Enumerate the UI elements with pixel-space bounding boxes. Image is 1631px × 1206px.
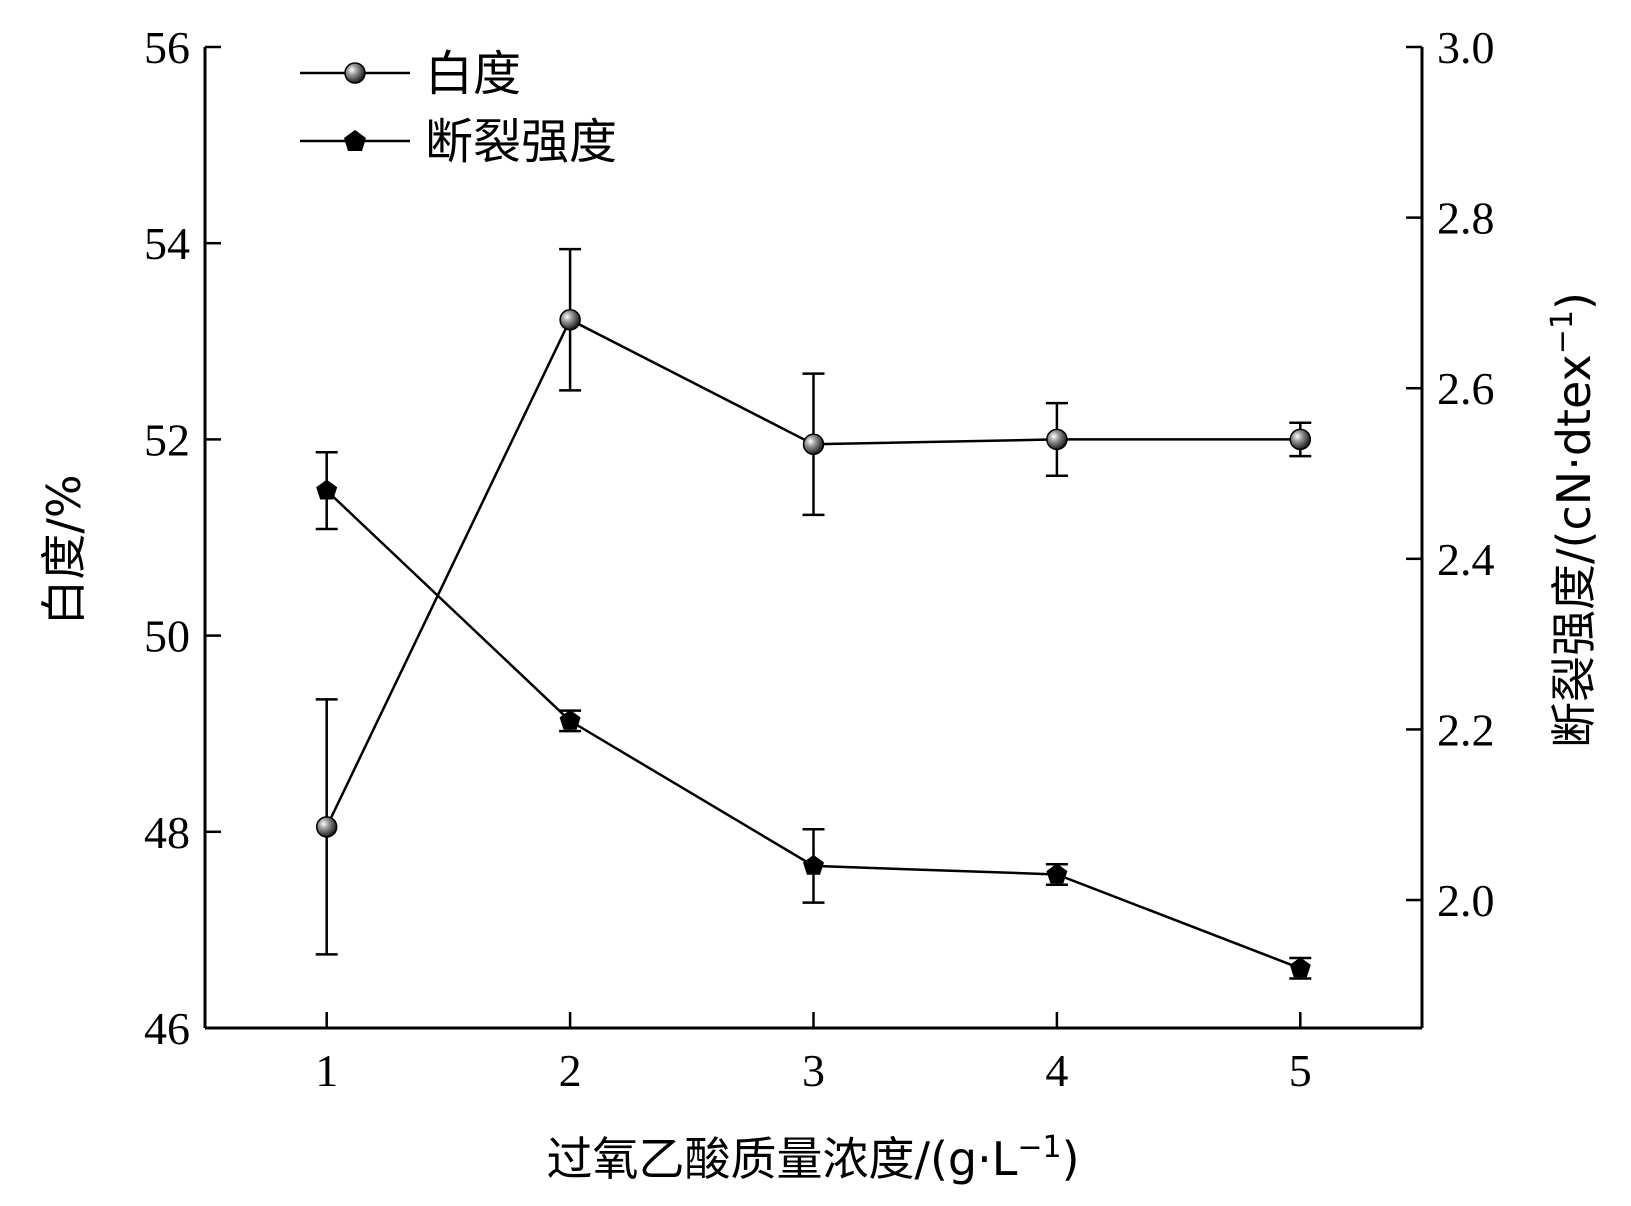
point-strength-2 [559,709,581,730]
x-tick-label-2: 2 [559,1045,582,1096]
legend-item-strength: 断裂强度 [300,114,617,170]
left-y-tick-label-46: 46 [144,1003,190,1054]
legend-marker-strength [344,130,366,151]
right-y-tick-label-2.6: 2.6 [1437,363,1495,414]
right-y-tick-label-2.4: 2.4 [1437,534,1495,585]
point-whiteness-1 [315,816,338,838]
right-y-tick-label-3.0: 3.0 [1437,22,1495,73]
right-y-axis-title: 断裂强度/(cN·dtex−1) [1545,292,1601,748]
right-y-tick-label-2.2: 2.2 [1437,704,1495,755]
x-tick-label-5: 5 [1289,1045,1312,1096]
series-whiteness [315,247,1312,956]
right-y-tick-label-2.8: 2.8 [1437,193,1495,244]
legend-label-whiteness: 白度 [425,46,521,102]
point-strength-3 [803,854,824,875]
point-strength-4 [1046,863,1068,884]
left-y-tick-label-54: 54 [144,218,190,269]
x-axis-title: 过氧乙酸质量浓度/(g·L−1) [546,1130,1079,1186]
point-whiteness-5 [1289,428,1312,451]
left-y-tick-label-50: 50 [144,611,190,662]
left-y-tick-label-48: 48 [144,807,190,858]
point-whiteness-4 [1046,428,1068,451]
x-axis-ticks: 1 2 3 4 5 [315,1012,1312,1096]
x-tick-label-3: 3 [802,1045,825,1096]
left-y-axis-title: 白度/% [37,474,91,625]
point-strength-5 [1289,957,1311,978]
left-y-tick-label-56: 56 [144,22,190,73]
series-strength [315,450,1312,980]
series-layer [315,247,1312,980]
right-y-tick-label-2.0: 2.0 [1437,875,1495,926]
point-whiteness-2 [559,308,581,331]
right-y-axis-ticks: 2.0 2.2 2.4 2.6 2.8 3.0 [1406,22,1495,926]
point-strength-1 [316,479,338,500]
legend-label-strength: 断裂强度 [425,114,617,170]
legend-marker-whiteness [344,62,366,84]
legend: 白度 断裂强度 [300,46,617,170]
legend-item-whiteness: 白度 [300,46,521,102]
point-whiteness-3 [802,433,825,456]
left-y-axis-ticks: 46 48 50 52 54 56 [144,22,221,1054]
left-y-tick-label-52: 52 [144,414,190,465]
x-tick-label-1: 1 [315,1045,338,1096]
x-tick-label-4: 4 [1045,1045,1068,1096]
